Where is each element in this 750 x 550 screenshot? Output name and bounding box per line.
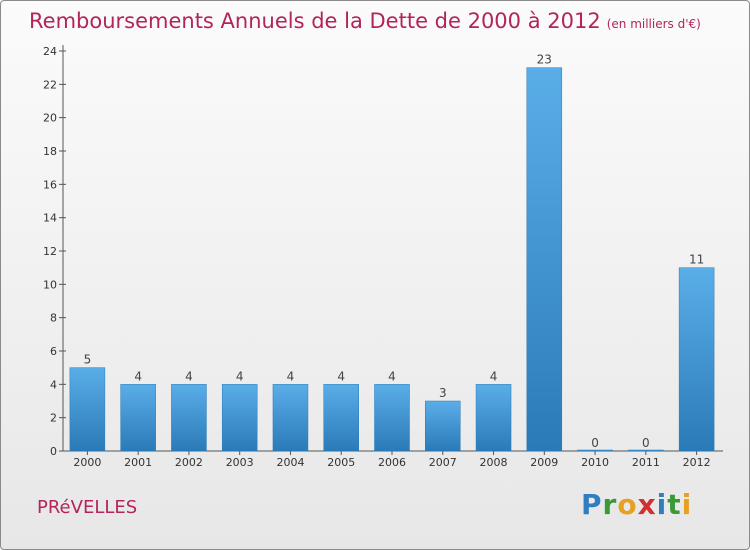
y-tick-label: 10 (43, 278, 57, 291)
logo-letter: i (681, 488, 693, 521)
data-label: 0 (642, 436, 650, 450)
data-label: 0 (591, 436, 599, 450)
y-tick-label: 14 (43, 212, 57, 225)
logo-letter: x (637, 488, 657, 521)
x-tick-label: 2002 (175, 456, 203, 469)
data-label: 23 (537, 53, 552, 67)
chart-title: Remboursements Annuels de la Dette de 20… (29, 9, 701, 33)
x-tick-label: 2004 (276, 456, 304, 469)
data-label: 4 (134, 369, 142, 383)
chart-subtitle: (en milliers d'€) (606, 17, 701, 31)
y-tick-label: 0 (50, 445, 57, 458)
chart-title-text: Remboursements Annuels de la Dette de 20… (29, 9, 601, 33)
logo-letter: t (667, 488, 682, 521)
y-tick-label: 18 (43, 145, 57, 158)
logo-letter: r (602, 488, 618, 521)
bar (425, 400, 461, 452)
x-tick-label: 2001 (124, 456, 152, 469)
y-tick-label: 22 (43, 78, 57, 91)
x-tick-label: 2003 (226, 456, 254, 469)
x-tick-label: 2006 (378, 456, 406, 469)
bar (120, 384, 156, 452)
bar (69, 367, 106, 452)
x-tick-label: 2011 (632, 456, 660, 469)
data-label: 4 (287, 369, 295, 383)
data-label: 4 (388, 369, 396, 383)
bar (323, 384, 359, 452)
data-label: 11 (689, 253, 704, 267)
y-tick-label: 16 (43, 178, 57, 191)
data-label: 4 (490, 369, 498, 383)
bar (475, 384, 512, 452)
x-tick-label: 2009 (530, 456, 558, 469)
logo-letter: o (617, 488, 638, 521)
data-label: 4 (337, 369, 345, 383)
y-tick-label: 24 (43, 45, 57, 58)
bar (272, 384, 309, 452)
y-tick-label: 6 (50, 345, 57, 358)
data-label: 4 (236, 369, 244, 383)
x-tick-label: 2008 (480, 456, 508, 469)
data-label: 5 (84, 353, 92, 367)
bar (577, 449, 613, 452)
bar (221, 384, 258, 452)
bar (374, 384, 410, 452)
bar (678, 267, 715, 452)
x-tick-label: 2007 (429, 456, 457, 469)
logo-letter: P (581, 488, 603, 521)
commune-name: PRéVELLES (37, 497, 138, 518)
y-tick-label: 20 (43, 112, 57, 125)
bar (628, 449, 664, 452)
y-tick-label: 4 (50, 378, 57, 391)
x-tick-label: 2000 (73, 456, 101, 469)
x-tick-label: 2010 (581, 456, 609, 469)
logo-letter: i (656, 488, 668, 521)
y-tick-label: 2 (50, 412, 57, 425)
data-label: 4 (185, 369, 193, 383)
data-label: 3 (439, 386, 447, 400)
bar (171, 384, 207, 452)
y-tick-label: 12 (43, 245, 57, 258)
bar (526, 67, 563, 452)
proxiti-logo: Proxiti (581, 488, 692, 521)
x-tick-label: 2005 (327, 456, 355, 469)
x-tick-label: 2012 (683, 456, 711, 469)
y-tick-label: 8 (50, 312, 57, 325)
